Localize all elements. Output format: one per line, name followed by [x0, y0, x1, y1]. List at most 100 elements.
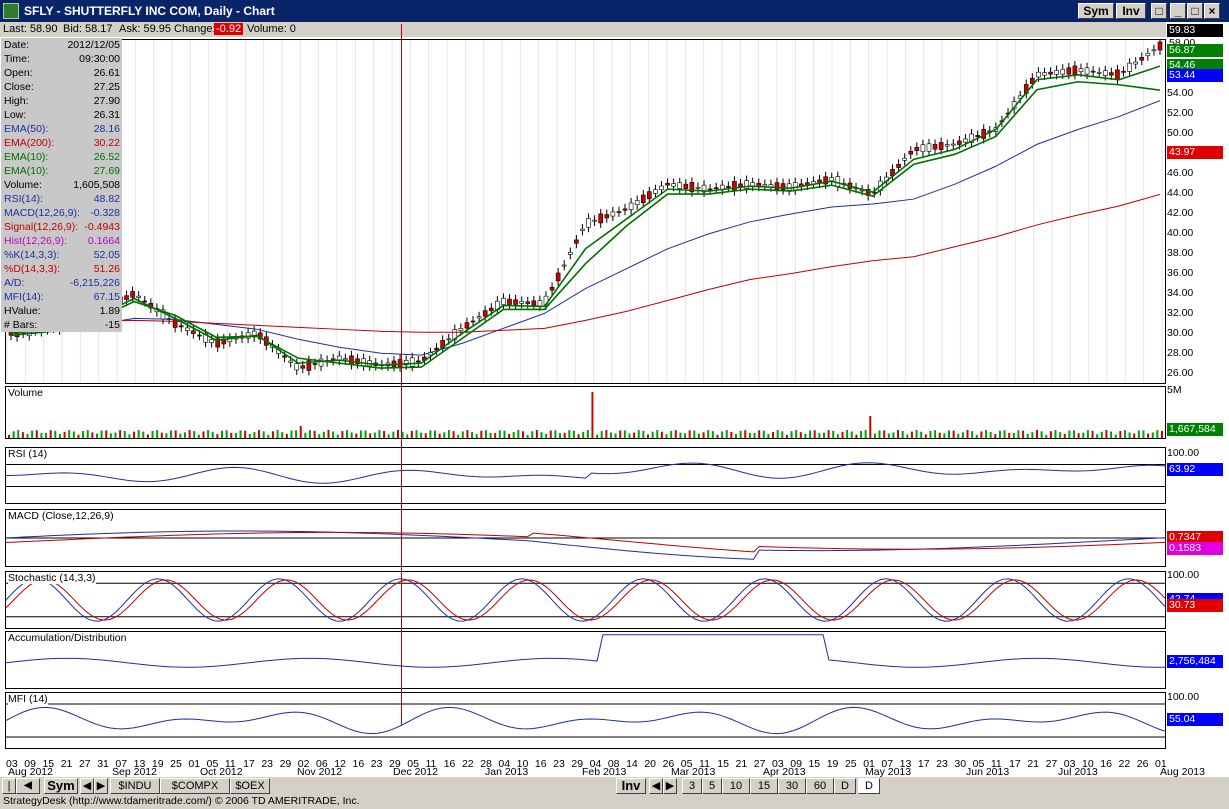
inv-button[interactable]: Inv	[1116, 3, 1146, 19]
window-titlebar: SFLY - SHUTTERFLY INC COM, Daily - Chart…	[0, 0, 1229, 22]
ad-pane[interactable]: Accumulation/Distribution	[5, 631, 1166, 689]
volume-bar	[739, 430, 742, 438]
date-tick-label: 06	[316, 758, 328, 770]
menu-icon[interactable]: ◀	[16, 778, 40, 794]
volume-bar	[45, 432, 48, 438]
change-label: Change:	[174, 23, 216, 35]
sym-prev-icon[interactable]: ◀	[80, 778, 94, 794]
inv-prev-icon[interactable]: ◀	[649, 778, 663, 794]
inv-next-icon[interactable]: ▶	[663, 778, 677, 794]
date-tick-label: 04	[589, 758, 602, 770]
sym-next-icon[interactable]: ▶	[94, 778, 108, 794]
volume-bar	[822, 432, 825, 438]
candle-body	[902, 157, 907, 161]
volume-bar	[216, 434, 219, 438]
data-window: Date: 2012/12/05 Time: 09:30:00 Open: 26.61 Cl…	[1, 38, 122, 332]
close-icon[interactable]: ×	[1204, 3, 1220, 19]
data-row-label: EMA(10):	[4, 165, 49, 177]
date-tick-label: 01	[863, 758, 875, 770]
price-chart	[6, 36, 1163, 383]
volume-bar	[77, 434, 80, 438]
data-row: Signal(12,26,9): -0.4943	[4, 221, 120, 235]
date-tick-label: 13	[133, 758, 146, 770]
minimize-icon[interactable]: _	[1170, 3, 1186, 19]
month-label: May 2013	[865, 766, 912, 778]
macd-chart	[5, 530, 1166, 560]
volume-bar	[850, 431, 853, 438]
volume-bar	[230, 432, 233, 438]
date-tick-label: 17	[243, 758, 255, 770]
data-row: Open: 26.61	[4, 67, 120, 81]
period-30[interactable]: 30	[778, 778, 806, 794]
candle-body	[1048, 71, 1053, 75]
period-5[interactable]: 5	[702, 778, 722, 794]
volume-bar	[804, 433, 807, 438]
rsi-pane[interactable]: RSI (14)	[5, 447, 1166, 504]
volume-bar	[725, 430, 728, 438]
sym-button[interactable]: Sym	[1078, 3, 1114, 19]
volume-bar	[633, 432, 636, 438]
maximize-icon[interactable]: □	[1187, 3, 1203, 19]
volume-pane[interactable]: Volume	[5, 386, 1166, 439]
volume-bar	[410, 430, 413, 438]
data-row: RSI(14): 48.82	[4, 193, 120, 207]
volume-bar	[508, 433, 511, 438]
indicator-line-0	[5, 578, 1166, 622]
volume-bar	[684, 433, 687, 438]
volume-bar	[952, 430, 955, 438]
symbol-tab-indu[interactable]: $INDU	[110, 778, 160, 794]
candle-body	[318, 358, 324, 367]
detach-icon[interactable]: □	[1151, 3, 1167, 19]
scroll-left-end-icon[interactable]: |	[2, 778, 16, 794]
month-label: Apr 2013	[763, 766, 806, 778]
stochastic-pane[interactable]: Stochastic (14,3,3)	[5, 571, 1166, 629]
data-row-value: 27.69	[93, 165, 120, 177]
volume-bar	[892, 432, 895, 438]
date-tick-label: 22	[461, 758, 474, 770]
period-active[interactable]: D	[858, 778, 880, 794]
candle-body	[920, 144, 926, 153]
date-tick-label: 07	[115, 758, 128, 770]
date-tick-label: 16	[534, 758, 547, 770]
data-row-label: EMA(10):	[4, 151, 49, 163]
volume-bar	[21, 432, 24, 438]
volume-bar	[619, 430, 622, 438]
volume-bar	[475, 434, 478, 438]
symbol-tab-oex[interactable]: $OEX	[230, 778, 270, 794]
volume-bar	[920, 431, 923, 438]
candle-body	[896, 163, 901, 168]
volume-bar	[1133, 433, 1136, 438]
sym-tab[interactable]: Sym	[44, 778, 78, 794]
mfi-pane[interactable]: MFI (14)	[5, 692, 1166, 749]
candle-body	[409, 357, 415, 367]
symbol-tab-compx[interactable]: $COMPX	[160, 778, 230, 794]
volume-bar	[429, 430, 432, 438]
volume-bar	[642, 430, 645, 438]
period-15[interactable]: 15	[750, 778, 778, 794]
quote-strip: Last: 58.90 Bid: 58.17 Ask: 59.95 Change…	[0, 22, 1166, 37]
data-row: Date: 2012/12/05	[4, 39, 120, 53]
volume-bar	[614, 433, 617, 438]
volume-bar	[961, 432, 964, 438]
volume-bar	[253, 432, 256, 438]
candle-body	[434, 347, 439, 351]
period-daily[interactable]: D	[834, 778, 856, 794]
date-tick-label: 27	[78, 758, 91, 770]
date-tick-label: 16	[443, 758, 456, 770]
price-pane[interactable]	[5, 36, 1166, 384]
candle-body	[969, 133, 974, 143]
candle-body	[677, 182, 683, 189]
data-row: HValue: 1.89	[4, 305, 120, 319]
period-60[interactable]: 60	[806, 778, 834, 794]
candle-body	[349, 355, 354, 365]
volume-bar	[609, 432, 612, 438]
date-tick-label: 05	[972, 758, 985, 770]
period-3[interactable]: 3	[682, 778, 702, 794]
volume-bar	[109, 433, 112, 438]
macd-pane[interactable]: MACD (Close,12,26,9)	[5, 509, 1166, 567]
price-tick-label: 34.00	[1167, 287, 1194, 299]
period-10[interactable]: 10	[722, 778, 750, 794]
volume-bar	[498, 430, 501, 438]
rsi-tag: 63.92	[1167, 463, 1223, 476]
inv-tab[interactable]: Inv	[616, 778, 646, 794]
